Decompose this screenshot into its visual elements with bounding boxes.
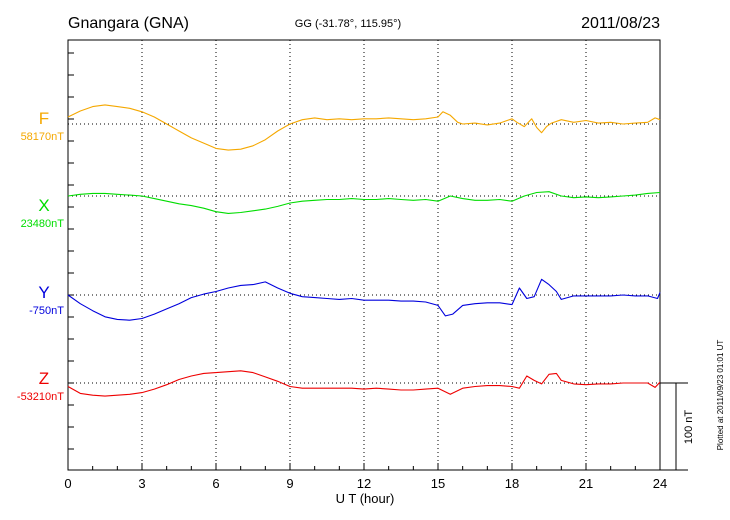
grid <box>68 40 660 470</box>
series-name-label: Z <box>39 369 49 388</box>
series-baseline-label: -750nT <box>29 305 64 317</box>
series-baseline-label: 23480nT <box>21 218 65 230</box>
series-name-label: Y <box>38 283 49 302</box>
series-name-label: X <box>38 196 49 215</box>
plot-frame: 0 3 6 9 12 15 18 21 24 <box>64 39 667 491</box>
x-tick-label: 18 <box>505 476 519 491</box>
series-baseline-label: -53210nT <box>17 391 64 403</box>
series-line-z <box>67 370 661 397</box>
x-tick-label: 21 <box>579 476 593 491</box>
station-title: Gnangara (GNA) <box>68 15 189 32</box>
date-label: 2011/08/23 <box>581 15 660 32</box>
series-baseline-label: 58170nT <box>21 131 65 143</box>
series-name-label: F <box>39 109 49 128</box>
x-tick-label: 24 <box>653 476 667 491</box>
x-axis-label: U T (hour) <box>336 491 395 506</box>
x-tick-label: 12 <box>357 476 371 491</box>
x-tick-label: 15 <box>431 476 445 491</box>
x-tick-label: 3 <box>138 476 145 491</box>
coordinates-label: GG (-31.78°, 115.95°) <box>295 18 401 30</box>
x-tick-label: 6 <box>212 476 219 491</box>
plotted-timestamp: Plotted at 2011/09/23 01:01 UT <box>716 340 725 451</box>
scale-label: 100 nT <box>683 410 695 445</box>
series-line-x <box>67 191 661 214</box>
scale-bar: 100 nT <box>660 382 695 471</box>
series-labels: F 58170nT X 23480nT Y -750nT Z -53210nT <box>17 109 64 403</box>
series-line-f <box>67 104 661 151</box>
x-tick-label: 9 <box>286 476 293 491</box>
series-group <box>67 104 661 397</box>
series-line-y <box>67 278 661 321</box>
x-tick-label: 0 <box>64 476 71 491</box>
